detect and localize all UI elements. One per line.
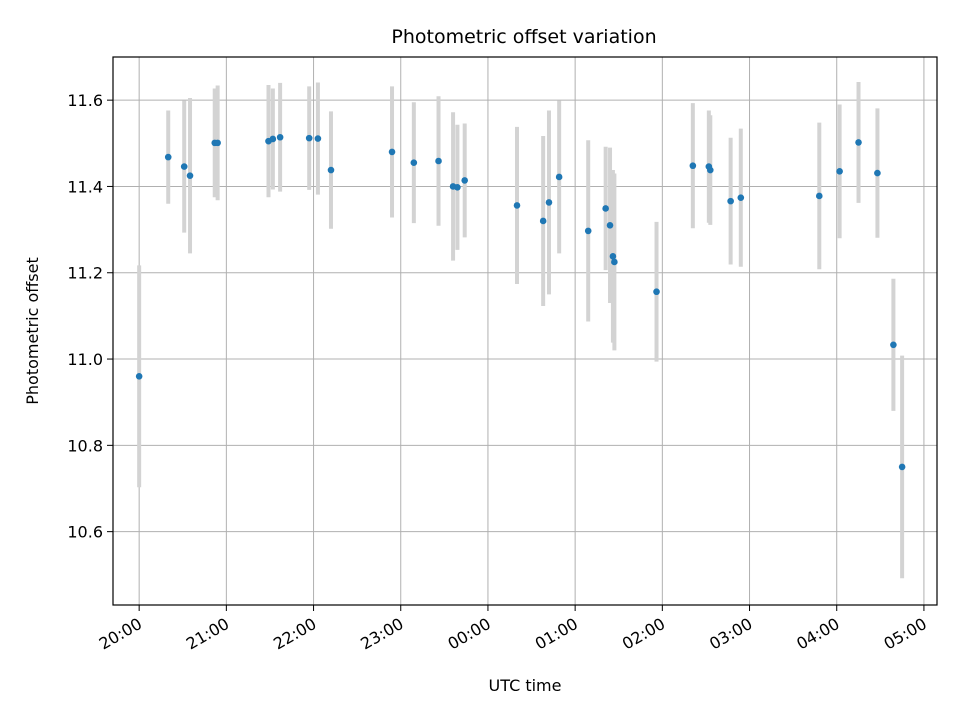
data-point (454, 184, 461, 191)
data-point (410, 159, 418, 167)
data-point (513, 202, 521, 209)
data-point (898, 463, 906, 471)
data-point (653, 288, 660, 296)
data-point (186, 172, 194, 179)
data-point (269, 135, 277, 143)
data-point (305, 134, 313, 142)
data-points (135, 133, 906, 471)
data-point (461, 177, 468, 184)
y-tick-label: 11.0 (67, 350, 103, 369)
data-point (539, 217, 547, 225)
y-axis: 10.6 10.8 11.0 11.2 11.4 11.6 (67, 91, 113, 542)
data-point (855, 139, 862, 146)
data-point (164, 153, 172, 161)
y-tick-label: 10.6 (67, 523, 103, 542)
grid (113, 57, 937, 605)
y-tick-label: 11.6 (67, 91, 103, 110)
data-point (435, 157, 442, 165)
data-point (611, 258, 618, 266)
x-axis-title: UTC time (489, 676, 562, 695)
y-tick-label: 11.4 (67, 177, 103, 196)
data-point (890, 341, 897, 349)
data-point (545, 199, 553, 206)
y-tick-label: 10.8 (67, 436, 103, 455)
data-point (836, 168, 843, 175)
chart-title: Photometric offset variation (391, 26, 656, 48)
plot-frame (112, 56, 938, 606)
data-point (602, 205, 609, 212)
data-point (276, 133, 284, 141)
data-point (584, 227, 592, 235)
y-axis-title: Photometric offset (23, 257, 42, 405)
data-point (609, 253, 617, 260)
data-point (737, 194, 745, 201)
data-point (689, 162, 697, 170)
y-tick-label: 11.2 (67, 264, 103, 283)
data-point (135, 373, 143, 380)
data-point (874, 169, 881, 177)
data-point (727, 197, 734, 205)
data-point (706, 166, 714, 174)
data-point (815, 192, 823, 200)
data-point (606, 221, 614, 229)
data-point (314, 135, 322, 142)
data-point (388, 148, 396, 156)
data-point (327, 166, 335, 174)
data-point (214, 139, 221, 147)
data-point (180, 163, 188, 170)
data-point (555, 173, 563, 181)
